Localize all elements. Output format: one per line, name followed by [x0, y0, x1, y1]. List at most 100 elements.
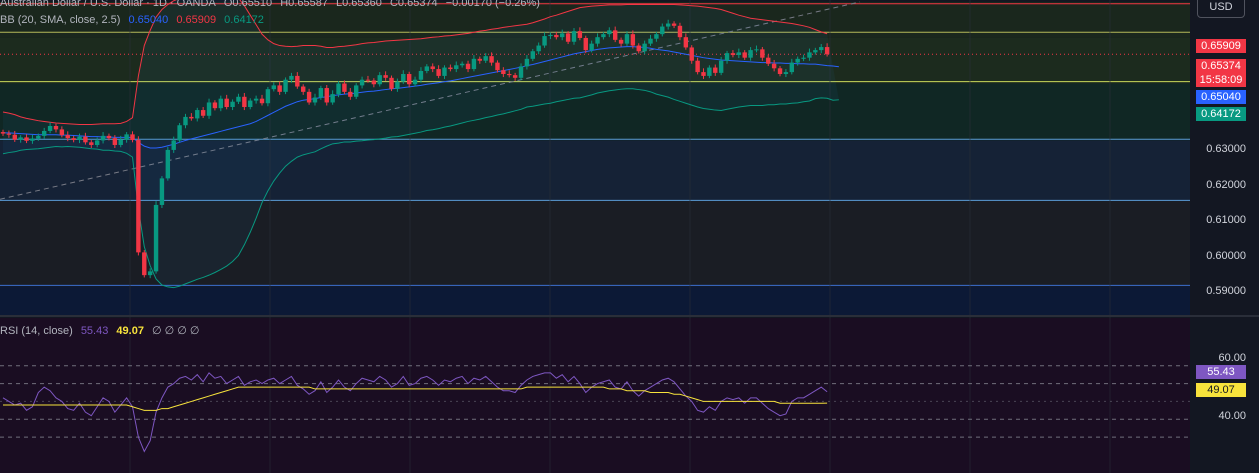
- candle-body: [665, 23, 671, 27]
- price-zone: [0, 201, 1190, 287]
- candle-body: [424, 66, 430, 71]
- candle-body: [118, 139, 123, 145]
- open-value: O0.65510: [223, 0, 273, 9]
- candle-body: [624, 34, 630, 44]
- candle-body: [265, 89, 271, 104]
- candle-body: [330, 94, 335, 103]
- candle-body: [730, 53, 736, 56]
- candle-body: [713, 67, 718, 73]
- price-zone: [0, 37, 1190, 84]
- candle-body: [507, 74, 512, 76]
- change-value: −0.00170 (−0.26%): [445, 0, 540, 9]
- candle-body: [660, 26, 665, 35]
- candle-body: [59, 129, 65, 136]
- candle-body: [289, 75, 294, 80]
- candle-body: [212, 102, 218, 109]
- candle-body: [789, 62, 794, 73]
- candle-body: [683, 37, 689, 48]
- candle-body: [695, 60, 700, 73]
- candle-body: [218, 98, 224, 109]
- symbol-legend: Australian Dollar / U.S. Dollar · 1D · O…: [0, 0, 545, 9]
- candle-body: [766, 57, 771, 64]
- candle-body: [412, 79, 418, 85]
- candle-body: [454, 65, 459, 70]
- candle-body: [353, 85, 359, 97]
- candle-body: [248, 100, 253, 108]
- candle-body: [530, 51, 535, 59]
- candle-body: [142, 252, 147, 276]
- candle-body: [348, 91, 353, 97]
- rsi-legend[interactable]: RSI (14, close) 55.43 49.07 ∅ ∅ ∅ ∅: [0, 324, 205, 337]
- price-tick: 0.61000: [1206, 214, 1246, 226]
- candle-body: [518, 66, 524, 78]
- candle-body: [18, 137, 23, 140]
- candle-body: [42, 130, 47, 136]
- rsi-line: [2, 372, 828, 453]
- bb-label: BB (20, SMA, close, 2.5): [0, 14, 121, 26]
- candle-body: [819, 47, 824, 51]
- candle-body: [483, 56, 488, 61]
- candle-body: [436, 69, 441, 76]
- candle-body: [512, 75, 518, 78]
- candle-body: [477, 58, 483, 61]
- candle-body: [565, 33, 571, 42]
- rsi-ma-line: [3, 386, 828, 411]
- candle-body: [124, 134, 129, 140]
- candle-body: [824, 47, 830, 55]
- candle-body: [736, 52, 742, 56]
- candle-body: [65, 135, 70, 139]
- candle-body: [677, 25, 683, 38]
- candle-body: [707, 67, 712, 76]
- candle-body: [6, 133, 12, 135]
- rsi-ma-badge: 49.07: [1196, 383, 1246, 397]
- currency-button[interactable]: USD: [1197, 0, 1245, 18]
- candle-body: [136, 140, 141, 253]
- candle-body: [183, 116, 188, 126]
- countdown-badge: 15:58:09: [1196, 73, 1246, 87]
- candle-body: [336, 83, 341, 95]
- candle-body: [795, 58, 800, 63]
- candle-body: [671, 23, 677, 26]
- candle-body: [718, 60, 724, 73]
- bb-legend[interactable]: BB (20, SMA, close, 2.5) 0.65040 0.65909…: [0, 14, 269, 26]
- candle-body: [689, 47, 694, 61]
- candle-body: [271, 85, 276, 90]
- candle-body: [253, 98, 259, 101]
- rsi-tick: 40.00: [1218, 410, 1246, 422]
- rsi-tick: 60.00: [1218, 352, 1246, 364]
- price-tick: 0.63000: [1206, 143, 1246, 155]
- price-tick: 0.62000: [1206, 179, 1246, 191]
- price-tick: 0.59000: [1206, 285, 1246, 297]
- candle-body: [83, 136, 88, 143]
- candle-body: [342, 83, 347, 92]
- rsi-extra-values: ∅ ∅ ∅ ∅: [152, 325, 200, 337]
- candle-body: [94, 140, 100, 145]
- candle-body: [177, 125, 182, 141]
- price-tick: 0.60000: [1206, 250, 1246, 262]
- rsi-label: RSI (14, close): [0, 325, 73, 337]
- candle-body: [595, 37, 600, 44]
- candle-body: [165, 149, 171, 179]
- candle-body: [77, 136, 82, 141]
- candle-body: [430, 66, 435, 70]
- price-axis[interactable]: 0.63000 0.62000 0.61000 0.60000 0.59000 …: [1192, 0, 1259, 473]
- candle-body: [401, 74, 406, 82]
- candle-body: [630, 34, 636, 46]
- candle-body: [112, 138, 118, 145]
- candle-body: [554, 34, 559, 38]
- candle-body: [754, 49, 759, 51]
- bb-lower-line: [2, 88, 839, 289]
- candle-body: [701, 72, 706, 76]
- candle-body: [12, 134, 17, 140]
- candle-body: [295, 75, 300, 87]
- candle-body: [813, 50, 818, 53]
- candle-body: [236, 96, 241, 102]
- bb-upper-value: 0.65909: [176, 14, 217, 26]
- bb-upper-badge: 0.65909: [1196, 39, 1246, 53]
- candle-body: [654, 34, 659, 39]
- rsi-pane-bg: [0, 318, 1190, 473]
- candle-body: [224, 98, 229, 108]
- candle-body: [383, 75, 388, 78]
- candle-body: [589, 43, 594, 51]
